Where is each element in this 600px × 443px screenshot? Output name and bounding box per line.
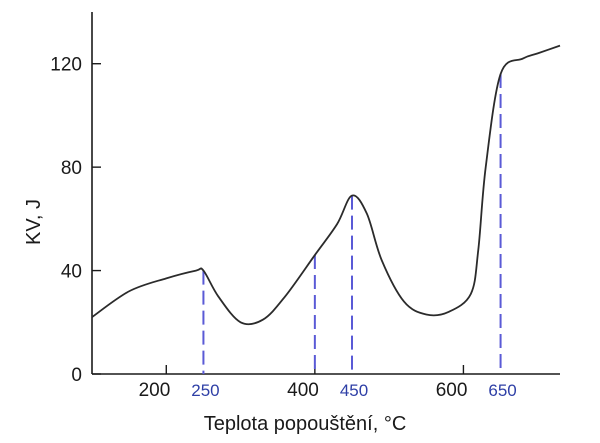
y-tick-label: 80 [61,158,82,179]
y-axis-title: KV, J [23,199,45,245]
marker-label: 650 [488,381,516,400]
marker-label: 450 [340,381,368,400]
marker-label: 250 [191,381,219,400]
kv-curve [91,44,561,326]
plot-area: 0 40 80 120 200 400 600 250 450 650 [50,12,561,401]
y-tick-label: 0 [71,365,82,386]
x-axis-title: Teplota popouštění, °C [204,413,407,435]
x-tick-label: 200 [139,380,171,401]
x-tick-label: 600 [436,380,468,401]
x-tick-label: 400 [287,380,319,401]
y-tick-label: 120 [50,55,82,76]
y-tick-label: 40 [61,262,82,283]
